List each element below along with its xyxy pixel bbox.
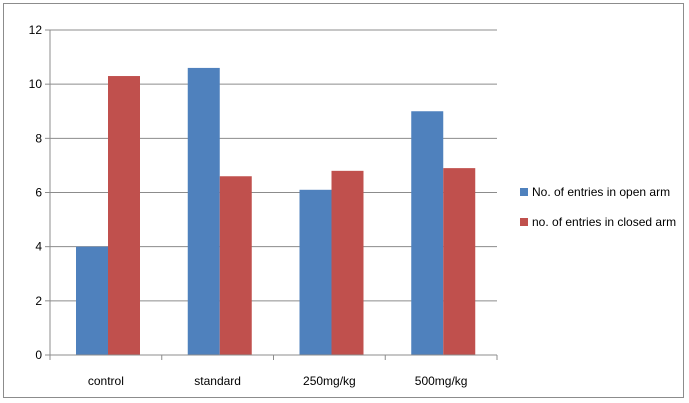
bars — [76, 67, 476, 356]
y-tick-label: 6 — [35, 186, 42, 200]
y-tick-labels: 0 2 4 6 8 10 12 — [29, 23, 43, 362]
bar — [411, 111, 444, 355]
y-tick-label: 2 — [35, 294, 42, 308]
bar — [187, 67, 220, 356]
x-category-label: standard — [194, 374, 241, 388]
bar — [219, 176, 252, 355]
y-tick-label: 12 — [29, 23, 43, 37]
bar — [331, 170, 364, 355]
legend-label: no. of entries in closed arm — [532, 215, 676, 229]
y-tick-label: 8 — [35, 131, 42, 145]
y-tick-label: 0 — [35, 348, 42, 362]
y-tick-label: 10 — [29, 77, 43, 91]
x-category-label: 250mg/kg — [303, 374, 356, 388]
axes — [45, 29, 498, 360]
bar — [443, 168, 476, 355]
bar — [108, 76, 140, 356]
legend: No. of entries in open arm no. of entries… — [520, 185, 676, 229]
y-tick-label: 4 — [35, 240, 42, 254]
x-category-labels: control standard 250mg/kg 500mg/kg — [88, 374, 468, 388]
legend-label: No. of entries in open arm — [532, 185, 670, 199]
bar — [76, 246, 108, 355]
bar — [299, 189, 332, 355]
x-category-label: control — [88, 374, 124, 388]
legend-swatch — [520, 218, 528, 226]
x-category-label: 500mg/kg — [415, 374, 468, 388]
legend-swatch — [520, 188, 528, 196]
